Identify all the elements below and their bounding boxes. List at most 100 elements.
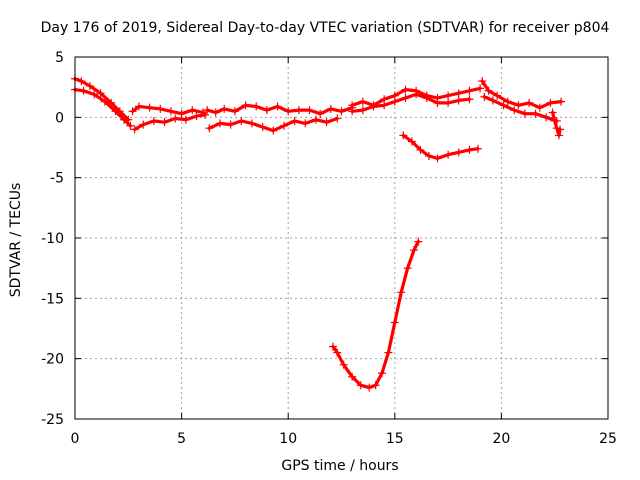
series-arc2-lower (130, 110, 210, 134)
data-point (252, 102, 261, 111)
data-point (380, 101, 389, 110)
data-point (424, 151, 433, 160)
data-point (378, 369, 387, 378)
data-point (337, 107, 346, 116)
data-point (273, 102, 282, 111)
data-point (316, 109, 325, 118)
data-point (128, 107, 137, 116)
data-point (484, 86, 493, 95)
data-point (407, 137, 416, 146)
data-point (96, 89, 105, 98)
x-axis-label: GPS time / hours (281, 458, 398, 474)
data-point (134, 102, 143, 111)
data-point (294, 106, 303, 115)
data-point (525, 98, 534, 107)
data-point (550, 116, 559, 125)
data-point (546, 98, 555, 107)
data-point (126, 121, 135, 130)
data-point (520, 109, 529, 118)
data-point (409, 246, 418, 255)
data-point (503, 97, 512, 106)
data-point (171, 114, 180, 123)
chart-title: Day 176 of 2019, Sidereal Day-to-day VTE… (41, 20, 610, 36)
data-point (100, 97, 109, 106)
data-point (90, 90, 99, 99)
data-point (215, 119, 224, 128)
data-point (262, 106, 271, 115)
data-point (444, 98, 453, 107)
series-line (331, 240, 420, 390)
data-point (348, 107, 357, 116)
data-point (514, 101, 523, 110)
data-point (149, 116, 158, 125)
data-point (433, 154, 442, 163)
data-point (535, 103, 544, 112)
data-point (333, 348, 342, 357)
data-point (201, 110, 210, 119)
y-tick-label: -15 (41, 291, 64, 307)
y-tick-label: -5 (50, 171, 64, 187)
y-tick-label: -25 (41, 412, 64, 428)
data-point (326, 104, 335, 113)
data-point (556, 125, 565, 134)
data-point (220, 104, 229, 113)
data-point (348, 372, 357, 381)
series-arc5-lower (480, 92, 561, 125)
data-point (339, 360, 348, 369)
data-point (139, 120, 148, 129)
data-point (77, 77, 86, 86)
data-point (403, 264, 412, 273)
data-point (145, 103, 154, 112)
data-point (230, 107, 239, 116)
x-tick-label: 25 (599, 431, 617, 447)
data-point (177, 109, 186, 118)
data-point (356, 381, 365, 390)
data-point (401, 85, 410, 94)
data-point (542, 113, 551, 122)
axis-ticks: 0 5 10 15 20 25 -25 -20 -15 -10 -5 0 5 (41, 50, 617, 447)
data-point (205, 124, 214, 133)
data-point (454, 96, 463, 105)
data-point (548, 108, 557, 117)
series-arc3-upper (203, 101, 357, 118)
data-point (444, 91, 453, 100)
data-point (365, 383, 374, 392)
x-tick-label: 5 (177, 431, 186, 447)
data-point (120, 115, 129, 124)
data-point (399, 131, 408, 140)
data-point (444, 150, 453, 159)
data-point (160, 118, 169, 127)
data-point (247, 119, 256, 128)
series-arc7 (328, 237, 423, 392)
data-point (390, 97, 399, 106)
series-line (401, 133, 480, 160)
data-point (412, 90, 421, 99)
series-arc1-lower (71, 85, 135, 130)
series-arc5-upper (478, 77, 566, 112)
series-arc1-upper (71, 74, 133, 124)
data-point (311, 115, 320, 124)
data-point (480, 92, 489, 101)
data-point (241, 101, 250, 110)
data-point (499, 101, 508, 110)
data-point (454, 89, 463, 98)
data-point (422, 94, 431, 103)
data-point (531, 109, 540, 118)
data-point (493, 91, 502, 100)
data-point (322, 118, 331, 127)
y-tick-label: 5 (55, 50, 64, 66)
data-point (510, 106, 519, 115)
data-point (211, 108, 220, 117)
series-line (480, 79, 563, 110)
data-point (203, 106, 212, 115)
data-point (465, 95, 474, 104)
series-line (482, 95, 559, 123)
data-point (478, 77, 487, 86)
data-point (181, 115, 190, 124)
data-point (284, 107, 293, 116)
x-tick-label: 10 (279, 431, 297, 447)
data-point (188, 106, 197, 115)
data-point (390, 318, 399, 327)
data-point (416, 145, 425, 154)
data-point (328, 342, 337, 351)
